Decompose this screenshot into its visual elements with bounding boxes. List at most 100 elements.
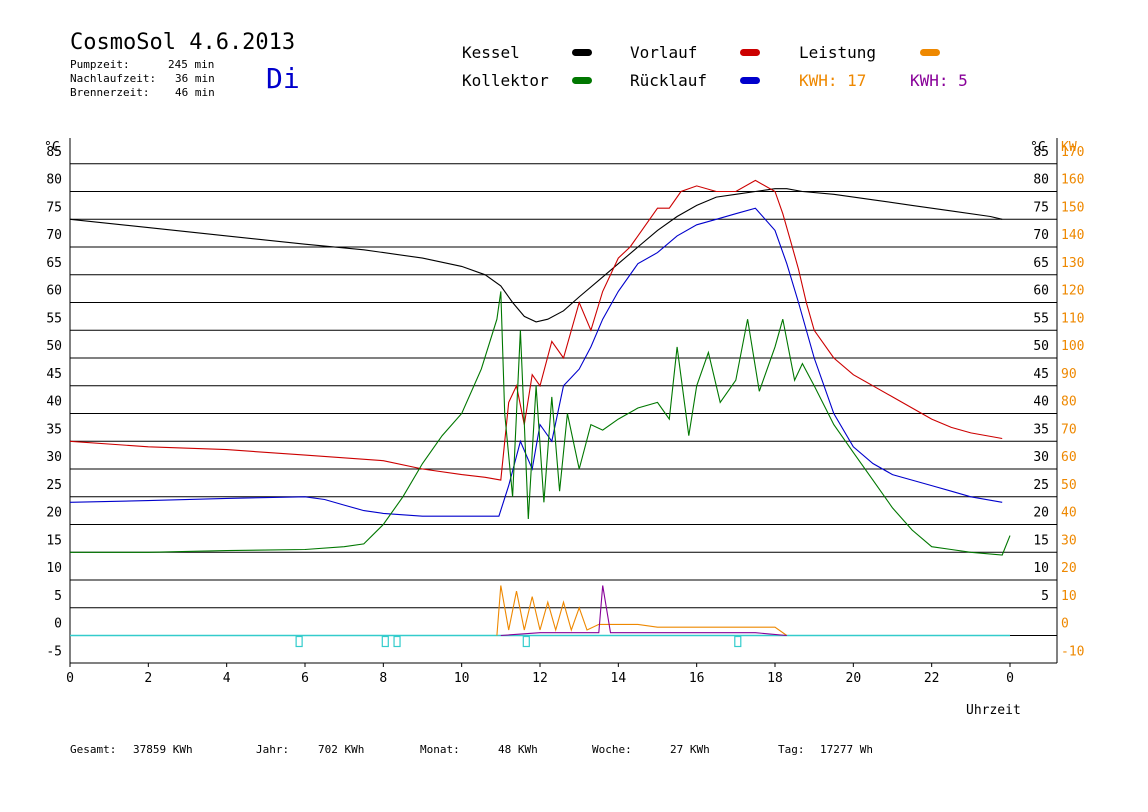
- x-tick-label: 16: [689, 671, 705, 686]
- legend-kessel-swatch: [572, 49, 592, 56]
- y-left-tick-label: 30: [46, 450, 62, 465]
- y-right-kw-tick-label: 60: [1061, 450, 1077, 465]
- temperature-chart: -505101520253035404550556065707580855101…: [44, 138, 1084, 718]
- y-left-tick-label: 60: [46, 284, 62, 299]
- y-right-celsius-tick-label: 15: [1033, 533, 1049, 548]
- y-right-kw-tick-label: 100: [1061, 339, 1084, 354]
- x-tick-label: 12: [532, 671, 548, 686]
- chart-title: CosmoSol 4.6.2013: [70, 30, 296, 55]
- legend-kwh2-label: KWH: 5: [910, 71, 968, 90]
- stat-label-brennerzeit: Brennerzeit:: [70, 86, 150, 99]
- stat-value-nachlaufzeit: 36 min: [175, 72, 215, 85]
- y-axis-right-kw-unit: KW: [1061, 140, 1077, 155]
- legend-vorlauf-swatch: [740, 49, 760, 56]
- y-right-celsius-tick-label: 80: [1033, 173, 1049, 188]
- footer-gesamt-label: Gesamt:: [70, 743, 117, 756]
- y-right-celsius-tick-label: 60: [1033, 284, 1049, 299]
- y-left-tick-label: 40: [46, 395, 62, 410]
- x-tick-label: 14: [611, 671, 627, 686]
- y-right-kw-tick-label: 130: [1061, 256, 1084, 271]
- y-right-celsius-tick-label: 35: [1033, 422, 1049, 437]
- y-right-kw-tick-label: 0: [1061, 617, 1069, 632]
- footer-gesamt-value: 37859 KWh: [133, 743, 193, 756]
- weekday-label: Di: [266, 62, 300, 95]
- y-left-tick-label: 15: [46, 533, 62, 548]
- legend-kessel-label: Kessel: [462, 43, 520, 62]
- legend-ruecklauf-swatch: [740, 77, 760, 84]
- series-line-leistung: [496, 585, 788, 636]
- y-right-celsius-tick-label: 55: [1033, 311, 1049, 326]
- stat-value-pumpzeit: 245 min: [168, 58, 215, 71]
- y-right-celsius-tick-label: 85: [1033, 145, 1049, 160]
- x-tick-label: 22: [924, 671, 940, 686]
- pump-marker: [734, 635, 742, 648]
- y-left-tick-label: 70: [46, 228, 62, 243]
- legend-leistung-label: Leistung: [799, 43, 877, 62]
- legend-ruecklauf-label: Rücklauf: [630, 71, 708, 90]
- x-axis-label: Uhrzeit: [966, 703, 1021, 718]
- y-right-celsius-tick-label: 50: [1033, 339, 1049, 354]
- y-right-kw-tick-label: 40: [1061, 506, 1077, 521]
- x-tick-label: 4: [223, 671, 231, 686]
- x-tick-label: 6: [301, 671, 309, 686]
- y-left-tick-label: 75: [46, 200, 62, 215]
- x-tick-label: 20: [846, 671, 862, 686]
- y-left-tick-label: 80: [46, 173, 62, 188]
- x-tick-label: 0: [66, 671, 74, 686]
- y-right-kw-tick-label: 80: [1061, 395, 1077, 410]
- pump-marker: [381, 635, 389, 648]
- series-line-kollektor: [70, 291, 1011, 556]
- y-left-tick-label: 0: [54, 617, 62, 632]
- legend-vorlauf-label: Vorlauf: [630, 43, 698, 62]
- y-right-kw-tick-label: 30: [1061, 533, 1077, 548]
- y-left-tick-label: 85: [46, 145, 62, 160]
- y-left-tick-label: 50: [46, 339, 62, 354]
- y-right-celsius-tick-label: 70: [1033, 228, 1049, 243]
- series-line-kwh-5: [500, 585, 787, 637]
- y-right-kw-tick-label: 160: [1061, 173, 1084, 188]
- series-line-kessel: [69, 188, 1003, 323]
- footer-woche-value: 27 KWh: [670, 743, 710, 756]
- y-right-kw-tick-label: 20: [1061, 561, 1077, 576]
- legend-kollektor-swatch: [572, 77, 592, 84]
- y-right-celsius-tick-label: 40: [1033, 395, 1049, 410]
- series-line-vorlauf: [69, 179, 1003, 481]
- y-right-kw-tick-label: 70: [1061, 422, 1077, 437]
- y-right-kw-tick-label: 140: [1061, 228, 1084, 243]
- y-right-kw-tick-label: 120: [1061, 284, 1084, 299]
- y-right-celsius-tick-label: 30: [1033, 450, 1049, 465]
- y-right-kw-tick-label: -10: [1061, 644, 1084, 659]
- footer-tag-value: 17277 Wh: [820, 743, 873, 756]
- y-right-celsius-tick-label: 65: [1033, 256, 1049, 271]
- y-left-tick-label: 25: [46, 478, 62, 493]
- x-tick-label: 8: [379, 671, 387, 686]
- x-tick-label: 2: [144, 671, 152, 686]
- legend-kwh1-label: KWH: 17: [799, 71, 867, 90]
- y-right-kw-tick-label: 150: [1061, 200, 1084, 215]
- series-line-r-cklauf: [69, 207, 1003, 517]
- y-right-kw-tick-label: 170: [1061, 145, 1084, 160]
- y-right-kw-tick-label: 50: [1061, 478, 1077, 493]
- y-right-kw-tick-label: 10: [1061, 589, 1077, 604]
- pump-marker: [393, 635, 401, 648]
- y-left-tick-label: -5: [46, 644, 62, 659]
- y-left-tick-label: 5: [54, 589, 62, 604]
- y-axis-right-celsius-unit: °C: [1030, 140, 1046, 155]
- y-right-celsius-tick-label: 5: [1041, 589, 1049, 604]
- y-right-celsius-tick-label: 75: [1033, 200, 1049, 215]
- y-left-tick-label: 55: [46, 311, 62, 326]
- footer-tag-label: Tag:: [778, 743, 805, 756]
- x-tick-label: 0: [1006, 671, 1014, 686]
- pump-marker: [295, 635, 303, 648]
- footer-woche-label: Woche:: [592, 743, 632, 756]
- legend-kollektor-label: Kollektor: [462, 71, 549, 90]
- stat-label-pumpzeit: Pumpzeit:: [70, 58, 130, 71]
- y-right-celsius-tick-label: 45: [1033, 367, 1049, 382]
- footer-jahr-label: Jahr:: [256, 743, 290, 756]
- y-right-kw-tick-label: 90: [1061, 367, 1077, 382]
- x-tick-label: 10: [454, 671, 470, 686]
- y-left-tick-label: 45: [46, 367, 62, 382]
- y-right-celsius-tick-label: 20: [1033, 506, 1049, 521]
- stat-label-nachlaufzeit: Nachlaufzeit:: [70, 72, 157, 85]
- y-left-tick-label: 65: [46, 256, 62, 271]
